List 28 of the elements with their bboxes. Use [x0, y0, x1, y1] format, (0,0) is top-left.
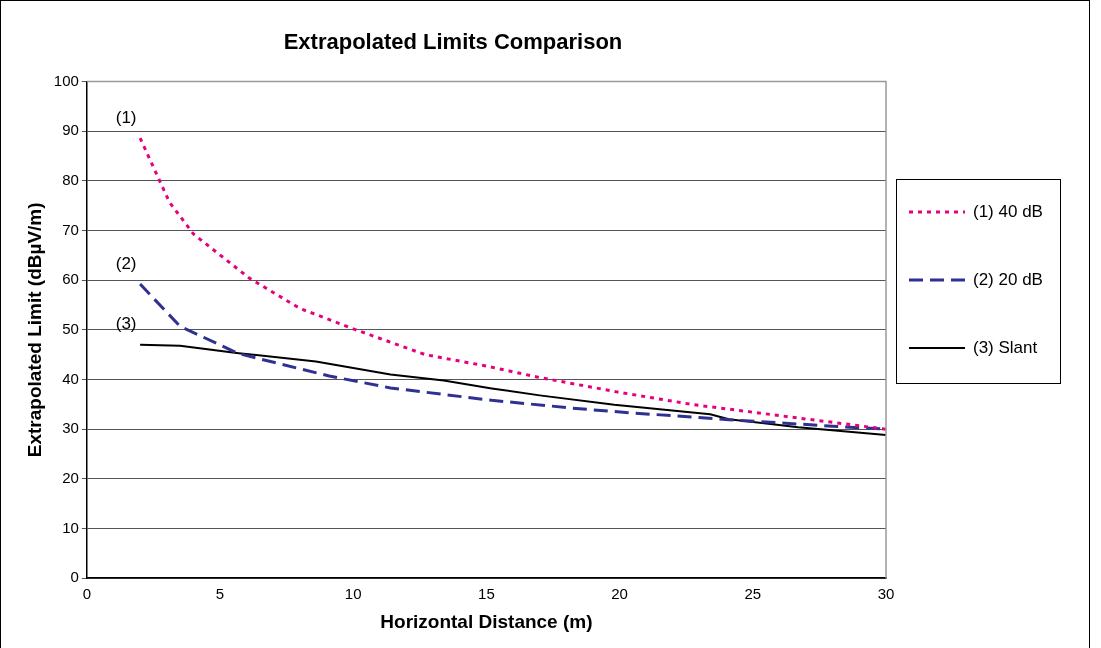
- y-tick-label: 70: [62, 220, 79, 238]
- y-tick-label: 20: [62, 468, 79, 486]
- annotation: (3): [115, 314, 137, 334]
- x-tick-label: 0: [82, 585, 91, 603]
- chart-title: Extrapolated Limits Comparison: [283, 29, 623, 55]
- legend-label: (3) Slant: [973, 338, 1038, 358]
- x-tick-label: 25: [744, 585, 762, 603]
- x-tick-label: 20: [611, 585, 628, 603]
- x-tick-label: 30: [877, 585, 895, 603]
- annotation: (2): [115, 253, 137, 273]
- annotation: (1): [115, 107, 137, 127]
- x-tick-label: 10: [344, 585, 362, 603]
- y-tick-label: 40: [62, 369, 79, 387]
- y-tick-label: 30: [62, 419, 79, 437]
- y-tick-label: 50: [62, 319, 79, 337]
- y-tick-label: 0: [70, 568, 79, 586]
- y-axis-title: Extrapolated Limit (dBµV/m): [23, 202, 45, 458]
- x-axis-title: Horizontal Distance (m): [380, 610, 593, 632]
- x-tick-label: 15: [478, 585, 495, 603]
- y-tick-label: 80: [62, 170, 79, 188]
- legend-label: (2) 20 dB: [973, 270, 1043, 290]
- line-series: [138, 136, 886, 431]
- legend-label: (1) 40 dB: [973, 202, 1043, 222]
- x-tick-label: 5: [215, 585, 225, 603]
- y-tick-label: 10: [62, 518, 79, 536]
- y-tick-label: 90: [62, 121, 79, 139]
- y-tick-label: 100: [53, 71, 79, 89]
- y-tick-label: 60: [62, 270, 79, 288]
